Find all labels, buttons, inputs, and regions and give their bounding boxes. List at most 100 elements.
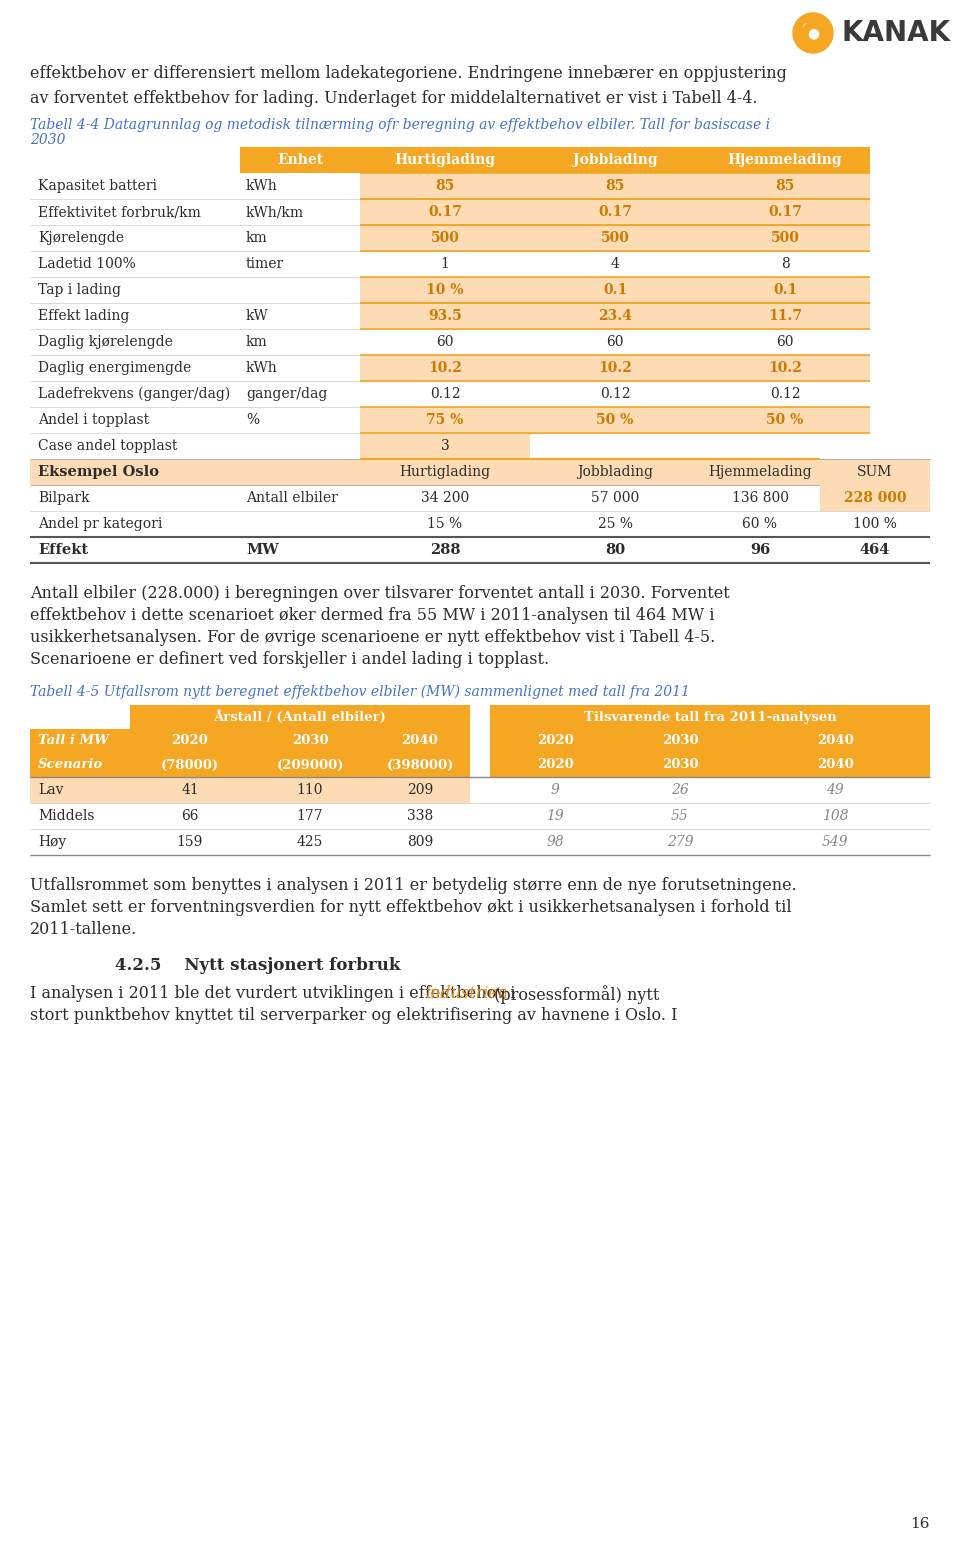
Bar [470, 803, 930, 828]
Text: 338: 338 [407, 810, 433, 824]
Text: 0.17: 0.17 [428, 205, 462, 219]
Circle shape [793, 12, 833, 53]
Text: Effektivitet forbruk/km: Effektivitet forbruk/km [38, 205, 201, 219]
Text: 2030: 2030 [661, 758, 698, 771]
Text: Tabell 4-4 Datagrunnlag og metodisk tilnærming ofr beregning av effektbehov elbi: Tabell 4-4 Datagrunnlag og metodisk tiln… [30, 118, 770, 132]
Text: 41: 41 [181, 783, 199, 797]
Bar [130, 706, 470, 729]
Text: KANAK: KANAK [841, 19, 950, 47]
Text: 15 %: 15 % [427, 516, 463, 530]
Text: 0.1: 0.1 [773, 282, 797, 296]
Text: 11.7: 11.7 [768, 309, 802, 323]
Text: km: km [246, 231, 268, 245]
Text: 228 000: 228 000 [844, 492, 906, 506]
Bar [30, 199, 360, 225]
Text: 209: 209 [407, 783, 433, 797]
Text: Effekt lading: Effekt lading [38, 309, 130, 323]
Text: 10.2: 10.2 [428, 361, 462, 375]
Text: 66: 66 [181, 810, 199, 824]
Text: 85: 85 [776, 178, 795, 192]
Bar [360, 329, 870, 355]
Text: Andel pr kategori: Andel pr kategori [38, 516, 162, 530]
Text: 75 %: 75 % [426, 413, 464, 427]
Bar [30, 329, 360, 355]
Text: 1: 1 [441, 257, 449, 271]
Bar [30, 225, 360, 251]
Bar [30, 729, 470, 752]
Bar [360, 406, 870, 433]
Text: 19: 19 [546, 810, 564, 824]
Text: 55: 55 [671, 810, 689, 824]
Text: Bilpark: Bilpark [38, 492, 89, 506]
Bar [30, 537, 930, 563]
Text: MW: MW [246, 543, 278, 557]
Text: Daglig energimengde: Daglig energimengde [38, 361, 191, 375]
Bar [30, 803, 470, 828]
Bar [30, 382, 360, 406]
Bar [490, 729, 930, 752]
Text: 50 %: 50 % [596, 413, 634, 427]
Text: 159: 159 [177, 834, 204, 848]
Text: 96: 96 [750, 543, 770, 557]
Text: (prosessformål) nytt: (prosessformål) nytt [490, 985, 660, 1003]
Text: Samlet sett er forventningsverdien for nytt effektbehov økt i usikkerhetsanalyse: Samlet sett er forventningsverdien for n… [30, 900, 792, 917]
Bar [360, 278, 870, 302]
Text: Middels: Middels [38, 810, 94, 824]
Text: 279: 279 [666, 834, 693, 848]
Text: 93.5: 93.5 [428, 309, 462, 323]
Text: 2040: 2040 [401, 735, 439, 748]
Text: 98: 98 [546, 834, 564, 848]
Bar [360, 433, 530, 459]
Text: Effekt: Effekt [38, 543, 88, 557]
Bar [470, 777, 930, 803]
Bar [30, 485, 930, 510]
Text: 500: 500 [431, 231, 460, 245]
Bar [820, 485, 930, 510]
Text: I analysen i 2011 ble det vurdert utviklingen i effektbehov i: I analysen i 2011 ble det vurdert utvikl… [30, 985, 520, 1002]
Text: Hurtiglading: Hurtiglading [395, 154, 495, 168]
Text: 26: 26 [671, 783, 689, 797]
Text: 4: 4 [611, 257, 619, 271]
Text: Scenarioene er definert ved forskjeller i andel lading i topplast.: Scenarioene er definert ved forskjeller … [30, 651, 549, 668]
Text: 60: 60 [436, 335, 454, 349]
Bar [30, 302, 360, 329]
Bar [30, 433, 360, 459]
Text: Lav: Lav [38, 783, 63, 797]
Text: 110: 110 [297, 783, 324, 797]
Text: 2030: 2030 [30, 133, 65, 147]
Text: 23.4: 23.4 [598, 309, 632, 323]
Text: %: % [246, 413, 259, 427]
Text: Tall i MW: Tall i MW [38, 735, 109, 748]
Text: 136 800: 136 800 [732, 492, 788, 506]
Text: 0.12: 0.12 [770, 388, 801, 402]
Bar [240, 147, 870, 174]
Bar [360, 225, 870, 251]
Text: Antall elbiler: Antall elbiler [246, 492, 338, 506]
Text: 57 000: 57 000 [590, 492, 639, 506]
Text: Eksempel Oslo: Eksempel Oslo [38, 465, 159, 479]
Bar [360, 174, 870, 199]
Text: 100 %: 100 % [853, 516, 897, 530]
Text: Tap i lading: Tap i lading [38, 282, 121, 296]
Text: 0.1: 0.1 [603, 282, 627, 296]
Text: Ladetid 100%: Ladetid 100% [38, 257, 135, 271]
Text: Hjemmelading: Hjemmelading [728, 154, 842, 168]
Text: 85: 85 [606, 178, 625, 192]
Text: kWh/km: kWh/km [246, 205, 304, 219]
Text: 2011-tallene.: 2011-tallene. [30, 921, 137, 938]
Text: 50 %: 50 % [766, 413, 804, 427]
Bar [490, 752, 930, 777]
Text: Utfallsrommet som benyttes i analysen i 2011 er betydelig større enn de nye foru: Utfallsrommet som benyttes i analysen i … [30, 876, 797, 893]
Text: Scenario: Scenario [38, 758, 104, 771]
Text: effektbehov er differensiert mellom ladekategoriene. Endringene innebærer en opp: effektbehov er differensiert mellom lade… [30, 65, 787, 82]
Text: Kapasitet batteri: Kapasitet batteri [38, 178, 157, 192]
Text: Hjemmelading: Hjemmelading [708, 465, 812, 479]
Bar [30, 828, 470, 855]
Text: 425: 425 [297, 834, 324, 848]
Text: 60 %: 60 % [742, 516, 778, 530]
Text: 2040: 2040 [817, 758, 853, 771]
Text: 8: 8 [780, 257, 789, 271]
Text: 177: 177 [297, 810, 324, 824]
Text: kW: kW [246, 309, 269, 323]
Text: 10 %: 10 % [426, 282, 464, 296]
